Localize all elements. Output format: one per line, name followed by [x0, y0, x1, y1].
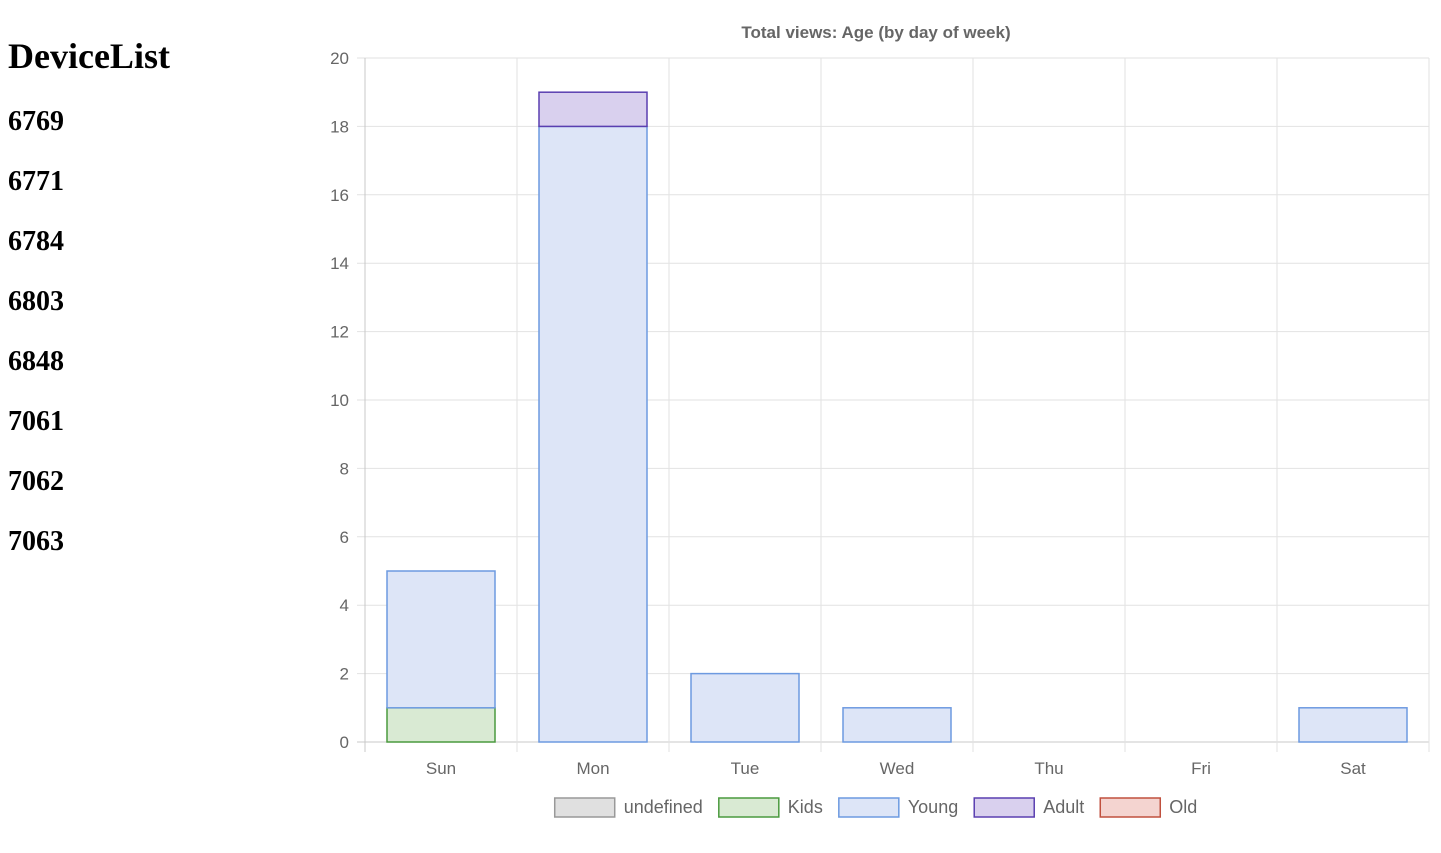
x-axis-ticks: Sun Mon Tue Wed Thu Fri Sat — [426, 759, 1366, 778]
chart-grid — [357, 57, 1430, 752]
device-item[interactable]: 7062 — [8, 466, 64, 497]
bar-kids-sun[interactable] — [386, 707, 496, 743]
y-tick-label: 14 — [330, 254, 349, 273]
x-tick-label: Thu — [1034, 759, 1063, 778]
bar-young-wed[interactable] — [842, 707, 952, 743]
y-tick-label: 16 — [330, 186, 349, 205]
x-tick-label: Sun — [426, 759, 456, 778]
x-tick-label: Mon — [576, 759, 609, 778]
y-tick-label: 10 — [330, 391, 349, 410]
bar-young-tue[interactable] — [690, 672, 800, 743]
y-tick-label: 8 — [340, 459, 349, 478]
device-item[interactable]: 6848 — [8, 346, 64, 377]
x-tick-label: Tue — [731, 759, 760, 778]
legend-swatch-undefined[interactable] — [553, 797, 616, 818]
y-axis-ticks: 0 2 4 6 8 10 12 14 16 18 20 — [330, 49, 349, 752]
x-tick-label: Sat — [1340, 759, 1366, 778]
device-item[interactable]: 7061 — [8, 406, 64, 437]
chart-bars — [386, 91, 1408, 743]
y-tick-label: 6 — [340, 528, 349, 547]
legend-swatch-kids[interactable] — [718, 797, 780, 818]
device-item[interactable]: 6769 — [8, 106, 64, 137]
legend-label-young[interactable]: Young — [908, 797, 958, 817]
x-tick-label: Wed — [880, 759, 915, 778]
bar-young-sun[interactable] — [386, 570, 496, 709]
bar-young-sat[interactable] — [1298, 707, 1408, 743]
x-tick-label: Fri — [1191, 759, 1211, 778]
legend-label-old[interactable]: Old — [1169, 797, 1197, 817]
bar-adult-mon[interactable] — [538, 91, 648, 128]
y-tick-label: 12 — [330, 323, 349, 342]
chart-legend: undefined Kids Young Adult Old — [553, 797, 1197, 818]
device-item[interactable]: 6771 — [8, 166, 64, 197]
device-item[interactable]: 7063 — [8, 526, 64, 557]
device-list: 6769 6771 6784 6803 6848 7061 7062 7063 — [8, 92, 288, 572]
device-list-title: DeviceList — [8, 36, 170, 76]
y-tick-label: 18 — [330, 117, 349, 136]
y-tick-label: 0 — [340, 733, 349, 752]
chart-title: Total views: Age (by day of week) — [741, 23, 1010, 42]
legend-swatch-adult[interactable] — [973, 797, 1035, 818]
legend-swatch-old[interactable] — [1099, 797, 1162, 818]
legend-label-adult[interactable]: Adult — [1043, 797, 1084, 817]
legend-swatch-young[interactable] — [838, 797, 900, 818]
legend-label-undefined[interactable]: undefined — [624, 797, 703, 817]
device-item[interactable]: 6784 — [8, 226, 64, 257]
y-tick-label: 2 — [340, 665, 349, 684]
device-list-panel: DeviceList 6769 6771 6784 6803 6848 7061… — [8, 0, 288, 572]
legend-label-kids[interactable]: Kids — [788, 797, 823, 817]
y-tick-label: 20 — [330, 49, 349, 68]
device-item[interactable]: 6803 — [8, 286, 64, 317]
y-tick-label: 4 — [340, 596, 349, 615]
bar-young-mon[interactable] — [538, 125, 648, 743]
